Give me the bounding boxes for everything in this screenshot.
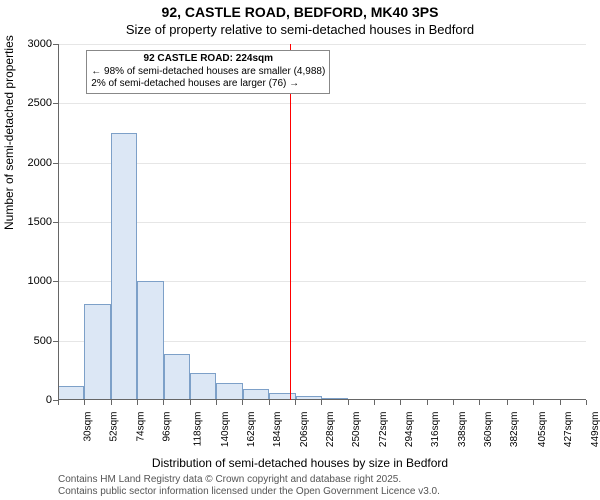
x-tick-label: 184sqm: [272, 412, 283, 448]
x-tick-label: 228sqm: [325, 412, 336, 448]
y-axis-line: [58, 44, 59, 400]
y-tick-label: 0: [46, 394, 52, 406]
x-tick-label: 118sqm: [193, 412, 204, 447]
x-tick-label: 52sqm: [109, 412, 120, 442]
callout-line-3: 2% of semi-detached houses are larger (7…: [91, 78, 325, 91]
x-tick-label: 206sqm: [299, 412, 310, 448]
chart-title-main: 92, CASTLE ROAD, BEDFORD, MK40 3PS: [0, 4, 600, 20]
x-tick-label: 272sqm: [378, 412, 389, 448]
x-tick-mark: [58, 400, 59, 405]
x-tick-label: 250sqm: [351, 412, 362, 448]
y-tick-mark: [53, 341, 58, 342]
x-tick-label: 30sqm: [83, 412, 94, 442]
x-tick-mark: [163, 400, 164, 405]
x-tick-mark: [400, 400, 401, 405]
y-tick-mark: [53, 281, 58, 282]
x-tick-label: 382sqm: [510, 412, 521, 448]
x-tick-label: 449sqm: [590, 412, 600, 448]
x-tick-mark: [137, 400, 138, 405]
marker-line: [290, 44, 291, 400]
x-tick-mark: [269, 400, 270, 405]
x-tick-mark: [453, 400, 454, 405]
chart-title-sub: Size of property relative to semi-detach…: [0, 22, 600, 37]
y-tick-label: 3000: [28, 38, 52, 50]
callout-line-1: 92 CASTLE ROAD: 224sqm: [91, 53, 325, 66]
y-tick-mark: [53, 222, 58, 223]
y-tick-label: 2000: [28, 157, 52, 169]
x-tick-label: 316sqm: [430, 412, 441, 448]
y-tick-label: 1500: [28, 216, 52, 228]
footnote-line-1: Contains HM Land Registry data © Crown c…: [58, 474, 440, 486]
x-tick-label: 74sqm: [135, 412, 146, 442]
x-tick-label: 405sqm: [537, 412, 548, 448]
histogram-bar: [58, 386, 84, 400]
plot-area: 92 CASTLE ROAD: 224sqm ← 98% of semi-det…: [58, 44, 586, 400]
x-tick-mark: [586, 400, 587, 405]
histogram-bar: [84, 304, 110, 400]
bars-layer: [58, 44, 586, 400]
footnote-line-2: Contains public sector information licen…: [58, 486, 440, 498]
y-tick-mark: [53, 44, 58, 45]
y-axis-label: Number of semi-detached properties: [2, 35, 16, 230]
histogram-bar: [216, 383, 242, 400]
x-tick-label: 338sqm: [457, 412, 468, 448]
chart-container: 92, CASTLE ROAD, BEDFORD, MK40 3PS Size …: [0, 0, 600, 500]
x-axis-label: Distribution of semi-detached houses by …: [0, 456, 600, 470]
x-tick-label: 140sqm: [220, 412, 231, 448]
x-tick-mark: [190, 400, 191, 405]
x-tick-mark: [84, 400, 85, 405]
x-tick-mark: [560, 400, 561, 405]
x-tick-mark: [479, 400, 480, 405]
y-tick-label: 2500: [28, 97, 52, 109]
x-tick-label: 294sqm: [404, 412, 415, 448]
x-tick-label: 427sqm: [563, 412, 574, 448]
histogram-bar: [164, 354, 190, 400]
callout-box: 92 CASTLE ROAD: 224sqm ← 98% of semi-det…: [86, 50, 330, 94]
histogram-bar: [190, 373, 216, 400]
y-tick-label: 1000: [28, 275, 52, 287]
y-tick-label: 500: [34, 335, 52, 347]
histogram-bar: [137, 281, 163, 400]
footnote: Contains HM Land Registry data © Crown c…: [58, 474, 440, 498]
x-tick-mark: [216, 400, 217, 405]
x-tick-mark: [242, 400, 243, 405]
x-tick-label: 96sqm: [162, 412, 173, 442]
x-tick-mark: [111, 400, 112, 405]
y-tick-mark: [53, 163, 58, 164]
x-tick-mark: [295, 400, 296, 405]
x-tick-label: 360sqm: [483, 412, 494, 448]
x-tick-mark: [321, 400, 322, 405]
callout-line-2: ← 98% of semi-detached houses are smalle…: [91, 66, 325, 79]
x-tick-mark: [427, 400, 428, 405]
y-tick-mark: [53, 103, 58, 104]
x-tick-mark: [507, 400, 508, 405]
x-tick-mark: [533, 400, 534, 405]
x-tick-mark: [374, 400, 375, 405]
x-tick-mark: [348, 400, 349, 405]
histogram-bar: [111, 133, 137, 400]
x-tick-label: 162sqm: [246, 412, 257, 448]
